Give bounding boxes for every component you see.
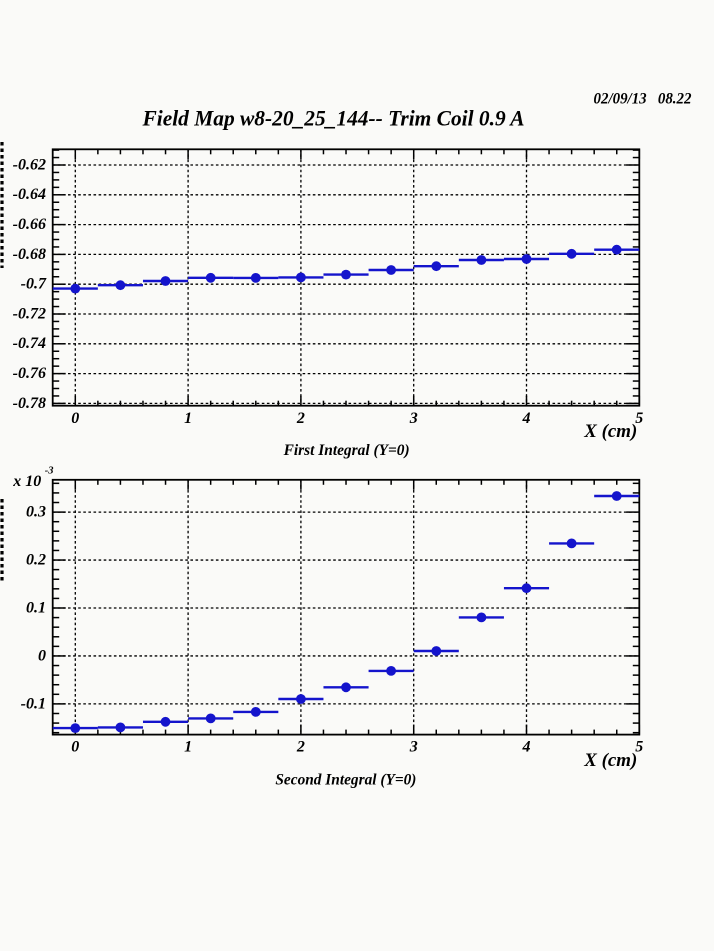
svg-text:02/09/13 08.22: 02/09/13 08.22 [594,91,692,108]
svg-text:X (cm): X (cm) [583,422,637,442]
svg-text:-0.76: -0.76 [13,365,46,382]
svg-text:First Integral (Y=0): First Integral (Y=0) [283,442,410,459]
svg-text:4: 4 [522,410,531,427]
svg-text:-3: -3 [45,466,54,477]
svg-text:x 10: x 10 [12,473,41,490]
svg-text:Second Integral (Y=0): Second Integral (Y=0) [275,771,416,788]
svg-text:0: 0 [71,410,79,427]
svg-text:0.3: 0.3 [26,504,46,521]
svg-text:1: 1 [184,410,192,427]
svg-text:-0.7: -0.7 [21,276,47,293]
svg-text:0: 0 [71,739,79,756]
svg-text:-0.1: -0.1 [21,695,46,712]
svg-text:Field Map w8-20_25_144-- Trim: Field Map w8-20_25_144-- Trim Coil 0.9 A [142,106,525,131]
svg-text:5: 5 [635,410,643,427]
svg-text:1: 1 [184,739,192,756]
svg-text:2: 2 [296,739,305,756]
svg-text:4: 4 [522,739,531,756]
svg-text:3: 3 [409,739,418,756]
svg-text:-0.72: -0.72 [13,305,46,322]
svg-text:2: 2 [296,410,305,427]
svg-text:0.2: 0.2 [26,552,46,569]
svg-text:-0.74: -0.74 [13,335,46,352]
svg-text:5: 5 [635,739,643,756]
svg-text:3: 3 [409,410,418,427]
svg-text:-0.68: -0.68 [13,246,46,263]
svg-text:-0.62: -0.62 [13,156,46,173]
svg-text:-0.66: -0.66 [13,216,46,233]
svg-text:-0.78: -0.78 [13,395,46,412]
svg-text:-0.64: -0.64 [13,186,46,203]
svg-text:0.1: 0.1 [26,599,46,616]
svg-text:X (cm): X (cm) [583,751,637,771]
svg-text:0: 0 [38,647,46,664]
